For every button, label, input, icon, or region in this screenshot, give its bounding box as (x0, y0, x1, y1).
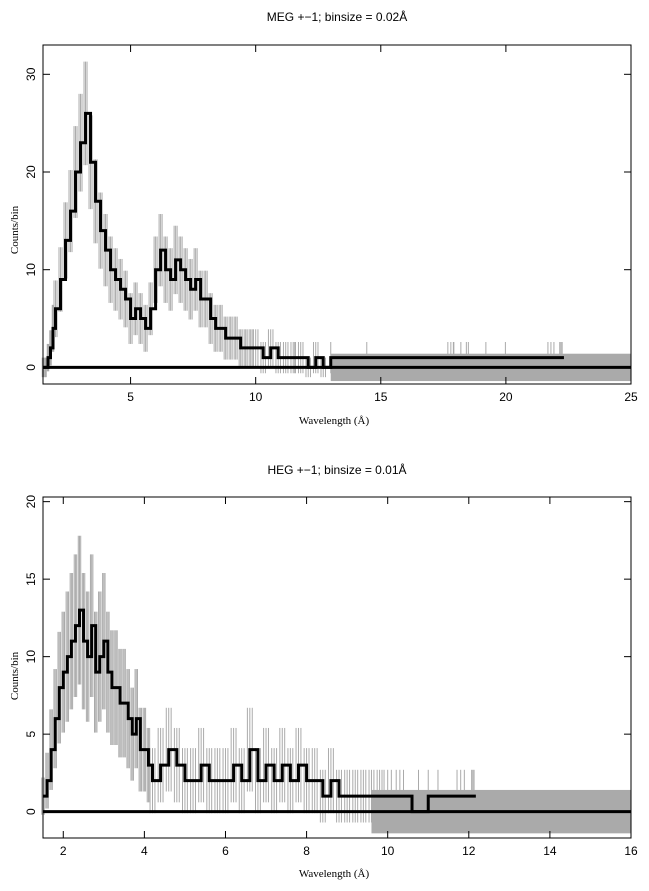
meg-x-tick-label: 25 (624, 390, 638, 404)
heg-x-tick-label: 2 (60, 844, 67, 858)
heg-x-tick-label: 10 (381, 844, 395, 858)
heg-plot-area (41, 535, 631, 834)
meg-y-axis-label: Counts/bin (9, 205, 21, 254)
meg-y-tick-label: 0 (24, 364, 38, 371)
meg-x-tick-label: 10 (249, 390, 263, 404)
meg-x-tick-label: 15 (374, 390, 388, 404)
heg-y-tick-label: 10 (24, 650, 38, 664)
heg-y-tick-label: 0 (24, 808, 38, 815)
heg-y-axis-label: Counts/bin (9, 651, 21, 700)
heg-y-tick-label: 15 (24, 572, 38, 586)
meg-x-tick-label: 5 (127, 390, 134, 404)
meg-y-tick-label: 30 (24, 67, 38, 81)
meg-counts-histogram (43, 111, 564, 369)
heg-x-tick-label: 8 (303, 844, 310, 858)
meg-y-tick-label: 10 (24, 263, 38, 277)
meg-spectrum-panel: MEG +−1; binsize = 0.02Å 5 10 15 20 25 0 10 20 3… (9, 9, 638, 427)
heg-x-tick-label: 14 (543, 844, 557, 858)
heg-axis-ticks: 2 4 6 8 10 12 14 16 0 5 10 15 20 (24, 495, 638, 858)
heg-spectrum-panel: HEG +−1; binsize = 0.01Å 2 4 6 8 10 12 14 16 0 5 1… (9, 462, 638, 880)
meg-axis-ticks: 5 10 15 20 25 0 10 20 30 (24, 45, 638, 404)
heg-x-tick-label: 12 (462, 844, 476, 858)
meg-x-tick-label: 20 (499, 390, 513, 404)
meg-x-axis-label: Wavelength (Å) (299, 415, 370, 427)
heg-counts-histogram (43, 608, 476, 814)
meg-y-tick-label: 20 (24, 165, 38, 179)
heg-y-tick-label: 5 (24, 730, 38, 737)
meg-plot-frame (42, 44, 632, 385)
heg-y-tick-label: 20 (24, 495, 38, 509)
heg-x-axis-label: Wavelength (Å) (299, 868, 370, 880)
heg-x-tick-label: 6 (222, 844, 229, 858)
heg-chart-title: HEG +−1; binsize = 0.01Å (267, 462, 406, 477)
meg-chart-title: MEG +−1; binsize = 0.02Å (267, 9, 407, 24)
heg-x-tick-label: 4 (141, 844, 148, 858)
meg-plot-area (41, 61, 631, 382)
heg-x-tick-label: 16 (624, 844, 638, 858)
heg-plot-frame (42, 496, 632, 839)
